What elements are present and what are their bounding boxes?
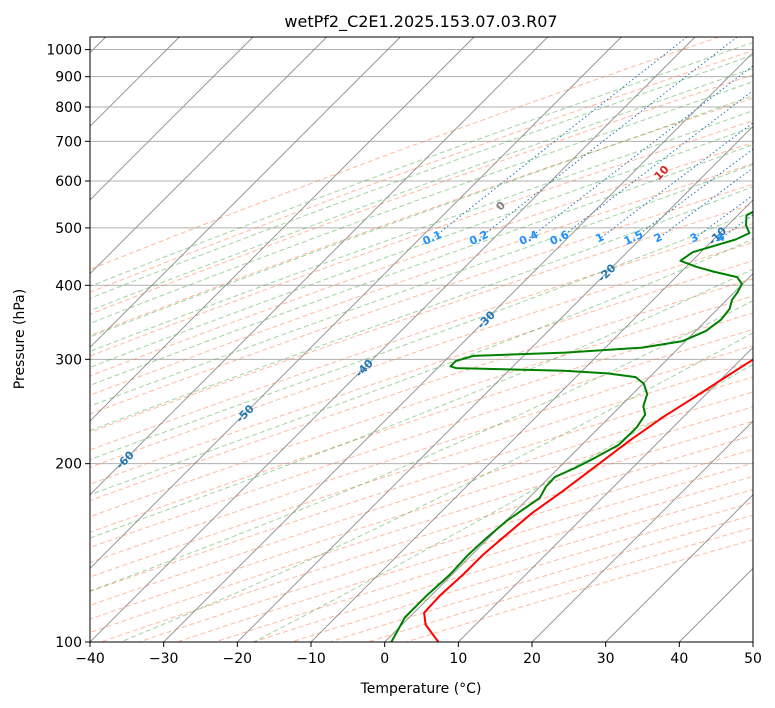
dewpoint-profile-line [390,210,753,642]
dry-adiabat-line [90,50,753,293]
moist-adiabat-line [90,41,753,287]
isotherm-line [90,37,254,201]
dry-adiabat-line [90,142,753,377]
y-tick-label: 700 [55,134,82,150]
moist-adiabat-line [90,163,753,407]
moist-adiabat-line [90,81,753,324]
y-tick-label: 800 [55,100,82,116]
dry-adiabat-line [90,241,753,468]
x-tick-label: −30 [149,651,179,667]
isotherm-line [90,37,475,422]
dry-adiabat-line [90,295,753,518]
isotherm-line [163,52,753,642]
x-tick-label: 10 [449,651,467,667]
isotherm-line [90,37,622,569]
isotherm-line [605,494,753,642]
mixing-ratio-line [478,37,738,239]
plot-frame [89,36,754,643]
moist-adiabat-line [90,185,753,432]
y-tick-label: 900 [55,70,82,86]
pressure-gridlines [90,49,753,642]
dry-adiabat-line [90,260,753,485]
isotherm-line [310,199,753,642]
dry-adiabat-line [90,345,753,564]
mixing-ratio-line [559,90,753,239]
x-tick-label: 40 [670,651,688,667]
y-tick-label: 200 [55,457,82,473]
chart-title: wetPf2_C2E1.2025.153.07.03.R07 [284,12,557,32]
moist-adiabat-line [90,110,753,352]
dry-adiabats [90,37,753,642]
mixing-ratio-lines [432,37,753,239]
sounding-profiles [390,210,753,642]
x-tick-label: −10 [296,651,326,667]
dry-adiabat-line [90,312,753,533]
isotherm-line [90,37,548,496]
moist-adiabat-line [90,67,753,312]
y-tick-label: 600 [55,174,82,190]
dry-adiabat-line [90,391,753,606]
dry-adiabat-line [90,360,753,578]
x-tick-label: 0 [380,651,389,667]
isotherm-line [90,37,696,642]
x-tick-label: 30 [597,651,615,667]
x-axis-ticks: −40 −30 −20 −10 0 10 20 30 40 50 [75,642,762,667]
plot-area: -100-90-80-70-60-50-40-30-20-10010203040… [90,37,753,642]
y-tick-label: 1000 [46,43,82,59]
temperature-profile-line [423,358,753,642]
x-tick-label: −40 [75,651,105,667]
x-axis-title: Temperature (°C) [360,681,482,697]
isotherm-line [237,125,753,642]
x-tick-label: 20 [523,651,541,667]
isotherm-line [458,346,753,642]
dry-adiabat-line [90,183,753,415]
x-tick-label: −20 [223,651,253,667]
isotherm-line [531,420,753,642]
y-tick-label: 300 [55,352,82,368]
dry-adiabat-line [90,163,753,396]
dry-adiabat-line [90,97,753,336]
dry-adiabat-line [90,328,753,549]
dry-adiabat-line [90,37,720,271]
isotherm-line [90,37,327,275]
dry-adiabat-line [90,376,753,592]
moist-adiabat-line [90,268,753,539]
y-axis-title: Pressure (hPa) [12,289,28,389]
y-tick-label: 400 [55,278,82,294]
x-tick-label: 50 [744,651,762,667]
mixing-ratio-line [658,167,753,239]
moist-adiabat-line [120,332,753,642]
dry-adiabat-line [90,278,753,502]
isotherm-line [90,37,401,348]
y-tick-label: 500 [55,221,82,237]
y-axis-ticks: 100 200 300 400 500 600 700 800 900 1000 [46,43,90,651]
moist-adiabat-line [90,144,753,386]
y-tick-label: 100 [55,635,82,651]
